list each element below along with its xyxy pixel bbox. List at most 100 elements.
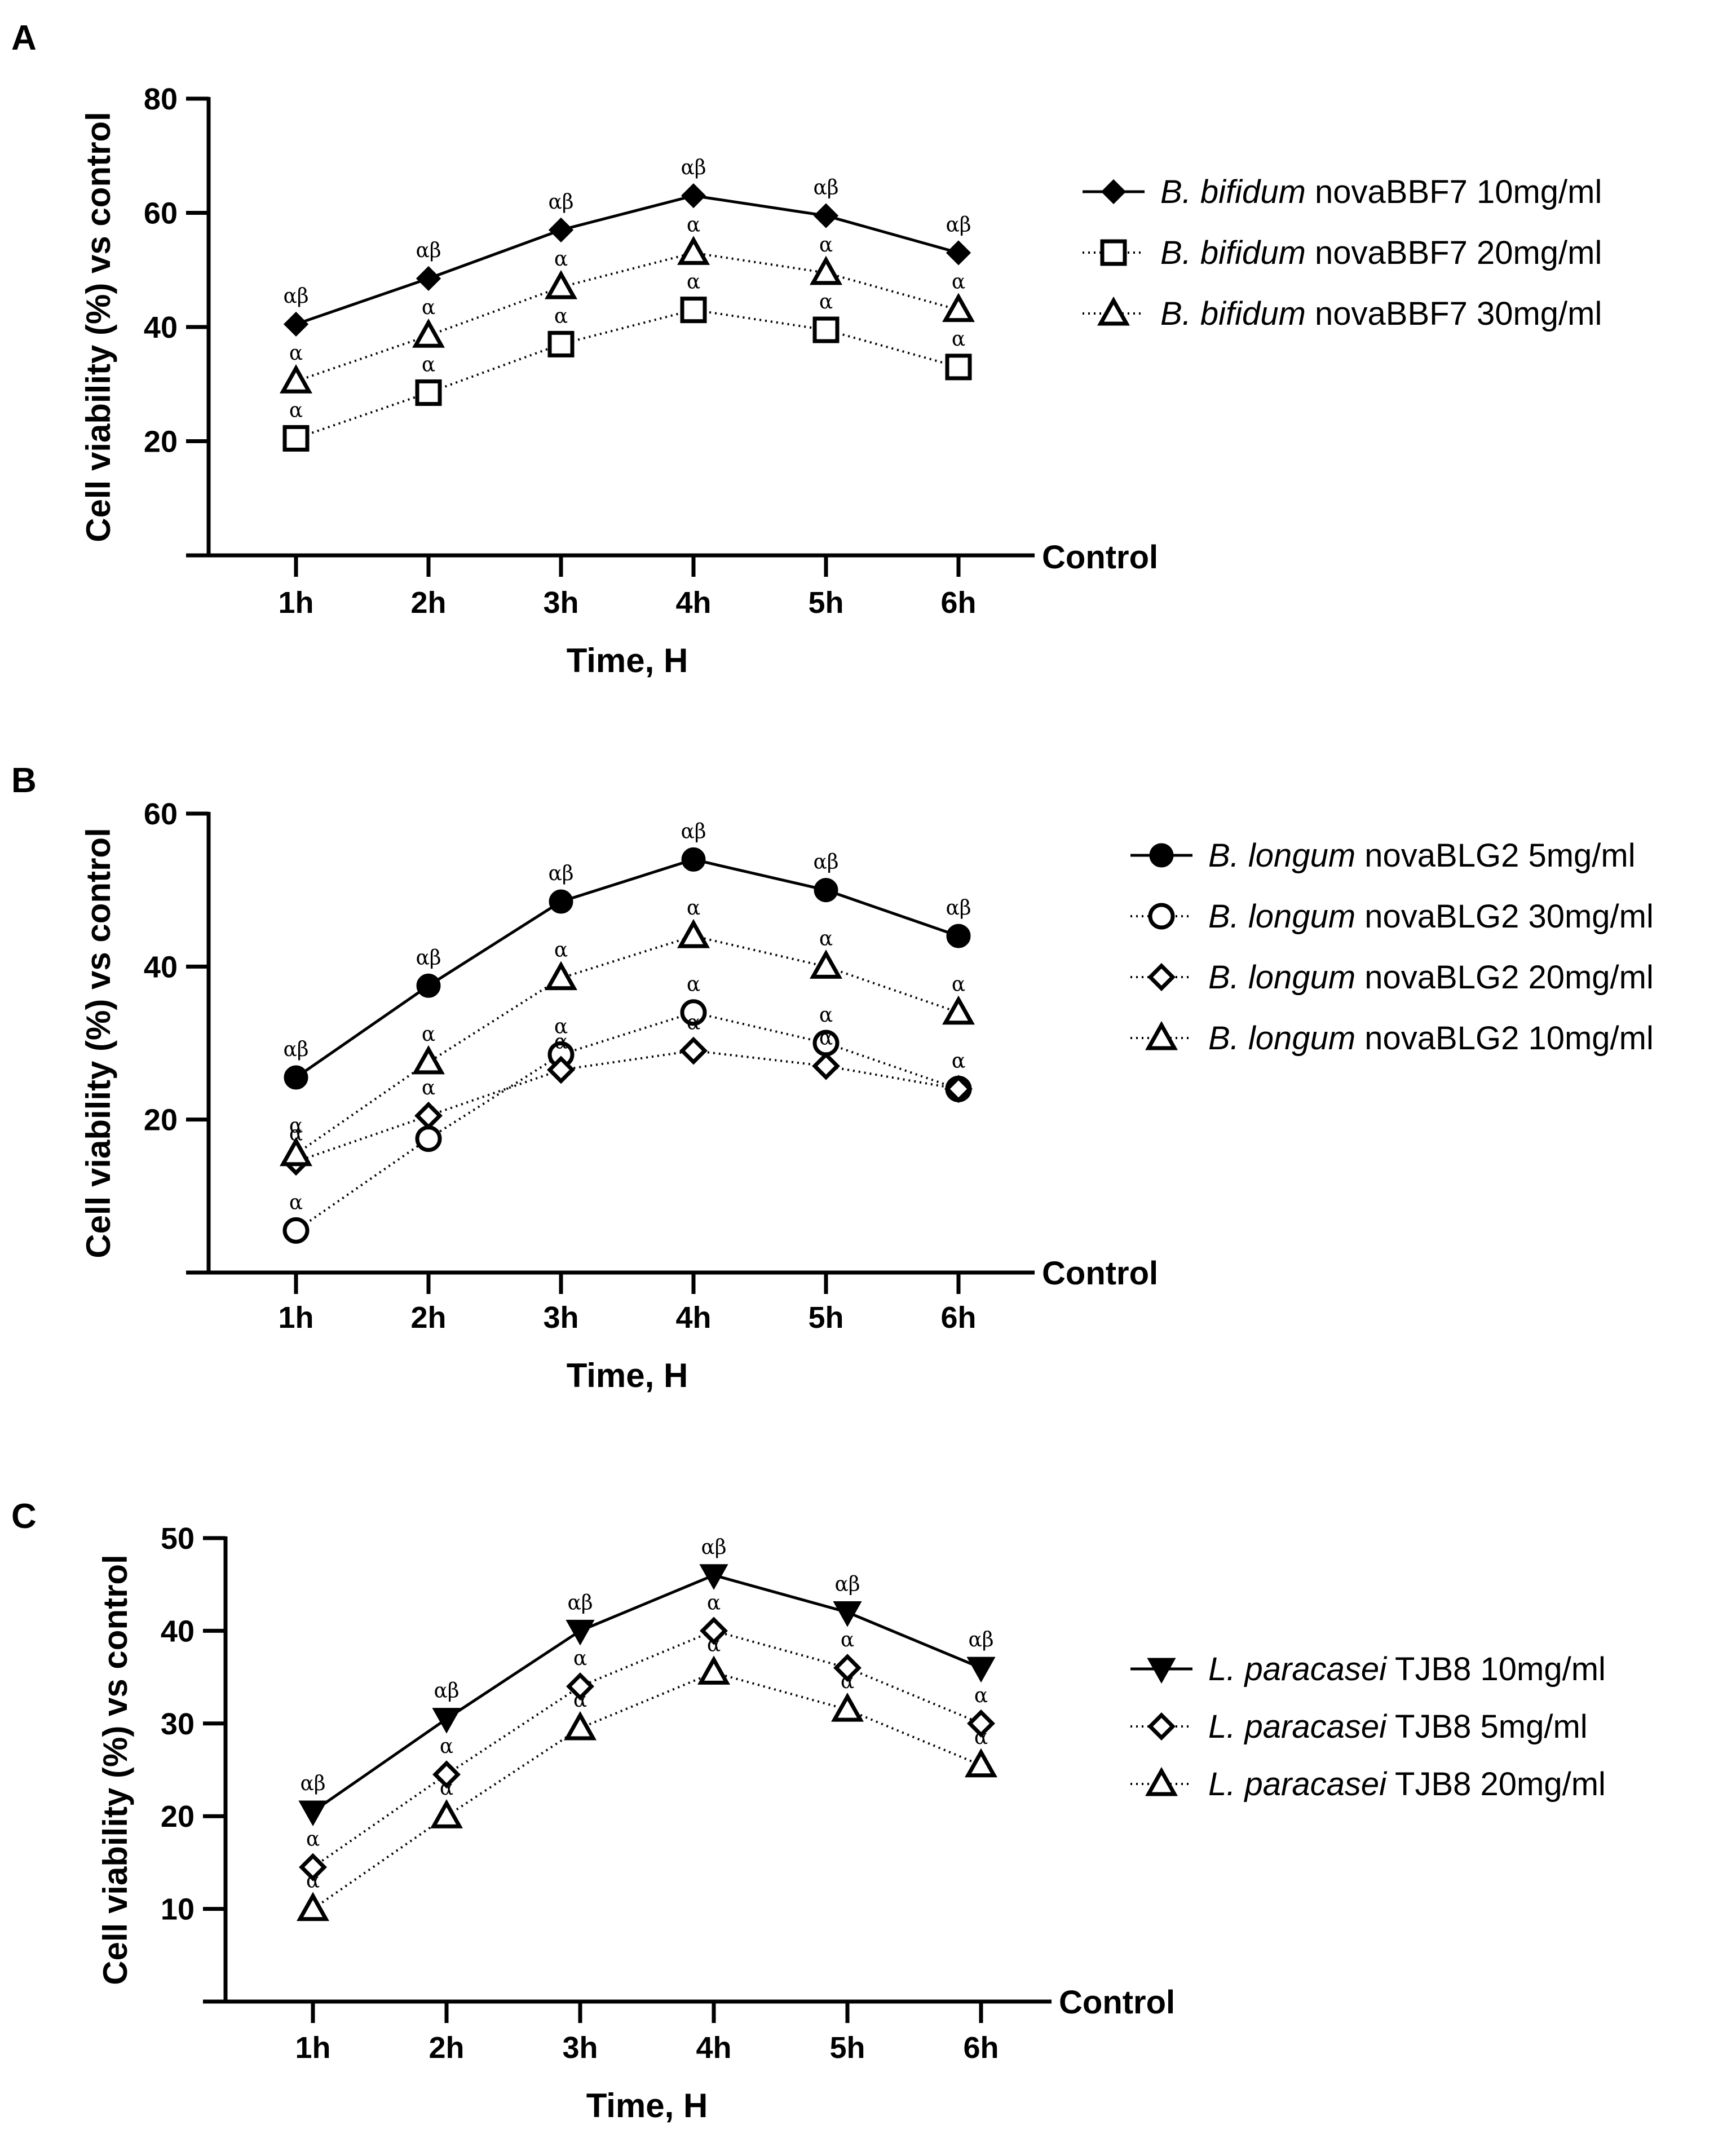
legend-marker [1148, 903, 1175, 930]
data-point [412, 1045, 445, 1075]
significance-label: αβ [701, 1536, 726, 1559]
data-point [946, 924, 971, 948]
data-point [282, 1217, 310, 1244]
data-point [812, 1052, 840, 1080]
data-point [547, 1055, 575, 1084]
data-point [432, 1760, 461, 1789]
y-tick-label: 30 [161, 1707, 195, 1741]
significance-label: α [554, 939, 568, 962]
significance-label: α [687, 1012, 700, 1035]
y-axis-title: Cell viability (%) vs control [96, 1554, 134, 1985]
significance-label: α [687, 896, 700, 920]
panel-letter-b: B [11, 761, 37, 800]
x-tick-label: 5h [808, 586, 843, 620]
data-point [566, 1619, 595, 1646]
significance-label: α [952, 328, 965, 351]
data-point [810, 255, 842, 285]
significance-label: α [952, 271, 965, 294]
data-point [280, 364, 312, 394]
data-point [681, 183, 706, 209]
data-point [299, 1853, 327, 1881]
significance-label: α [289, 1115, 303, 1138]
data-point [833, 1654, 862, 1682]
legend-label: B. longum novaBLG2 5mg/ml [1208, 837, 1636, 874]
data-point [548, 217, 574, 242]
y-tick-label: 60 [144, 197, 178, 231]
significance-label: α [841, 1628, 854, 1651]
data-point [414, 1101, 443, 1130]
significance-label: αβ [946, 213, 971, 236]
significance-label: α [440, 1777, 453, 1800]
significance-label: αβ [434, 1680, 459, 1703]
x-tick-label: 2h [429, 2031, 464, 2065]
legend-marker [1147, 1712, 1176, 1741]
legend-label: L. paracasei TJB8 5mg/ml [1208, 1708, 1588, 1745]
legend-marker [1145, 1021, 1178, 1050]
data-point [432, 1708, 461, 1734]
significance-label: αβ [681, 156, 706, 179]
data-point [430, 1799, 463, 1828]
y-tick-label: 20 [144, 425, 178, 459]
data-point [681, 847, 706, 872]
panel-c: C 10 20 30 40 50 1h 2h 3h 4h 5h 6h Control Time, H Cel… [11, 1497, 1606, 2124]
significance-label: α [289, 342, 303, 365]
significance-label: αβ [548, 191, 573, 214]
data-point [547, 330, 575, 357]
data-point [965, 1748, 997, 1778]
data-point [945, 354, 972, 381]
y-tick-label: 40 [144, 311, 178, 344]
data-point [412, 319, 445, 348]
significance-label: αβ [968, 1628, 993, 1651]
data-point [564, 1711, 597, 1741]
data-point [415, 379, 442, 406]
x-tick-label: 5h [829, 2031, 865, 2065]
legend-entry: B. longum novaBLG2 5mg/ml [1130, 837, 1636, 874]
data-point [680, 999, 707, 1026]
legend-marker [1101, 179, 1127, 205]
legend-label: B. longum novaBLG2 10mg/ml [1208, 1020, 1654, 1057]
legend-entry: B. bifidum novaBBF7 10mg/ml [1083, 174, 1602, 210]
legend-entry: B. bifidum novaBBF7 20mg/ml [1083, 235, 1602, 271]
series-a-2: α α α α α α [282, 271, 972, 452]
legend-entry: L. paracasei TJB8 10mg/ml [1130, 1651, 1606, 1688]
x-tick-label: 3h [543, 586, 578, 620]
data-point [946, 240, 971, 266]
series-line [295, 1011, 959, 1232]
x-tick-label: 2h [410, 1301, 446, 1335]
significance-label: α [289, 1191, 303, 1214]
significance-label: α [819, 927, 833, 950]
y-tick-label: 10 [161, 1893, 195, 1927]
x-axis-title: Time, H [567, 642, 688, 679]
significance-label: α [422, 1023, 435, 1046]
significance-label: α [707, 1591, 721, 1614]
data-point [699, 1564, 728, 1590]
x-tick-label: 6h [940, 1301, 976, 1335]
significance-label: α [422, 353, 435, 376]
series-line [295, 308, 959, 440]
data-point [545, 961, 577, 991]
significance-label: α [554, 1015, 568, 1038]
legend-marker [1147, 1658, 1176, 1684]
x-tick-label: 4h [675, 1301, 711, 1335]
significance-label: α [687, 213, 700, 236]
data-point [416, 973, 441, 998]
x-axis-title: Time, H [567, 1357, 688, 1394]
legend-entry: L. paracasei TJB8 20mg/ml [1130, 1766, 1606, 1803]
series-a-3: α α α α α α [280, 213, 975, 394]
significance-label: αβ [681, 820, 706, 843]
data-point [697, 1655, 730, 1685]
y-axis-title: Cell viability (%) vs control [79, 112, 117, 542]
legend-entry: B. longum novaBLG2 10mg/ml [1130, 1020, 1654, 1057]
significance-label: α [289, 399, 303, 422]
data-point [298, 1800, 328, 1827]
data-point [549, 889, 573, 914]
significance-label: α [707, 1633, 721, 1656]
panel-letter-c: C [11, 1497, 37, 1536]
significance-label: α [687, 973, 700, 996]
x-tick-label: 6h [963, 2031, 999, 2065]
y-tick-label: 20 [161, 1800, 195, 1834]
data-point [416, 266, 441, 291]
legend-entry: L. paracasei TJB8 5mg/ml [1130, 1708, 1588, 1745]
